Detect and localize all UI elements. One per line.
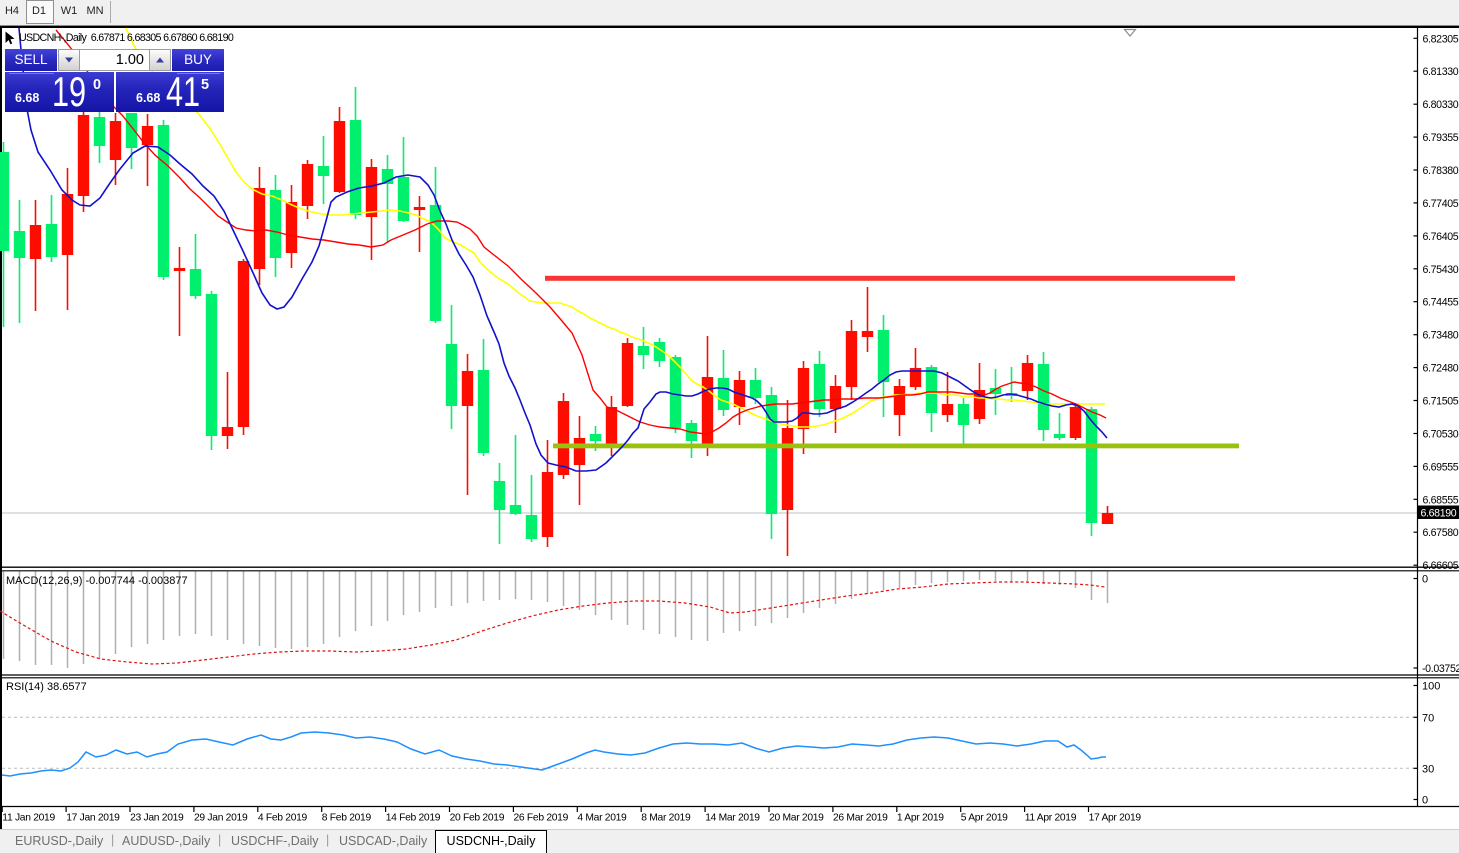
svg-text:30: 30	[1422, 763, 1434, 775]
svg-text:6.82305: 6.82305	[1423, 33, 1459, 45]
svg-text:6.68190: 6.68190	[1421, 508, 1457, 520]
svg-text:6.69555: 6.69555	[1423, 461, 1459, 473]
svg-text:RSI(14) 38.6577: RSI(14) 38.6577	[6, 681, 87, 693]
svg-text:20 Feb 2019: 20 Feb 2019	[450, 813, 505, 824]
svg-text:6.74455: 6.74455	[1423, 297, 1459, 309]
svg-text:23 Jan 2019: 23 Jan 2019	[130, 813, 184, 824]
svg-text:6.80330: 6.80330	[1423, 99, 1459, 111]
svg-text:MACD(12,26,9) -0.007744 -0.003: MACD(12,26,9) -0.007744 -0.003877	[6, 575, 188, 587]
svg-text:-0.037529: -0.037529	[1422, 663, 1459, 675]
svg-text:8 Mar 2019: 8 Mar 2019	[641, 813, 691, 824]
svg-text:6.81330: 6.81330	[1423, 66, 1459, 78]
svg-text:17 Apr 2019: 17 Apr 2019	[1089, 813, 1142, 824]
svg-text:6.76405: 6.76405	[1423, 231, 1459, 243]
svg-text:6.66605: 6.66605	[1423, 560, 1459, 572]
svg-text:6.79355: 6.79355	[1423, 132, 1459, 144]
svg-text:26 Feb 2019: 26 Feb 2019	[514, 813, 569, 824]
svg-text:14 Feb 2019: 14 Feb 2019	[386, 813, 441, 824]
svg-text:8 Feb 2019: 8 Feb 2019	[322, 813, 372, 824]
svg-text:5 Apr 2019: 5 Apr 2019	[961, 813, 1008, 824]
svg-text:6.70530: 6.70530	[1423, 429, 1459, 441]
svg-text:4 Feb 2019: 4 Feb 2019	[258, 813, 308, 824]
svg-text:0: 0	[1422, 574, 1428, 586]
svg-text:6.68555: 6.68555	[1423, 494, 1459, 506]
svg-text:70: 70	[1422, 712, 1434, 724]
svg-text:0: 0	[1422, 795, 1428, 807]
svg-text:11 Jan 2019: 11 Jan 2019	[2, 813, 55, 824]
svg-text:6.67580: 6.67580	[1423, 527, 1459, 539]
svg-text:6.72480: 6.72480	[1423, 363, 1459, 375]
svg-text:11 Apr 2019: 11 Apr 2019	[1025, 813, 1077, 824]
svg-text:14 Mar 2019: 14 Mar 2019	[705, 813, 760, 824]
svg-text:100: 100	[1422, 681, 1440, 693]
svg-text:6.73480: 6.73480	[1423, 330, 1459, 342]
svg-text:6.77405: 6.77405	[1423, 198, 1459, 210]
svg-text:29 Jan 2019: 29 Jan 2019	[194, 813, 248, 824]
svg-text:1 Apr 2019: 1 Apr 2019	[897, 813, 944, 824]
svg-text:4 Mar 2019: 4 Mar 2019	[577, 813, 627, 824]
svg-text:26 Mar 2019: 26 Mar 2019	[833, 813, 888, 824]
svg-text:6.78380: 6.78380	[1423, 165, 1459, 177]
svg-text:6.71505: 6.71505	[1423, 396, 1459, 408]
svg-text:6.75430: 6.75430	[1423, 264, 1459, 276]
svg-text:17 Jan 2019: 17 Jan 2019	[66, 813, 120, 824]
svg-text:20 Mar 2019: 20 Mar 2019	[769, 813, 824, 824]
svg-text:USDCNH-,Daily 6.67871 6.68305: USDCNH-,Daily 6.67871 6.68305 6.67860 6.…	[19, 32, 234, 44]
